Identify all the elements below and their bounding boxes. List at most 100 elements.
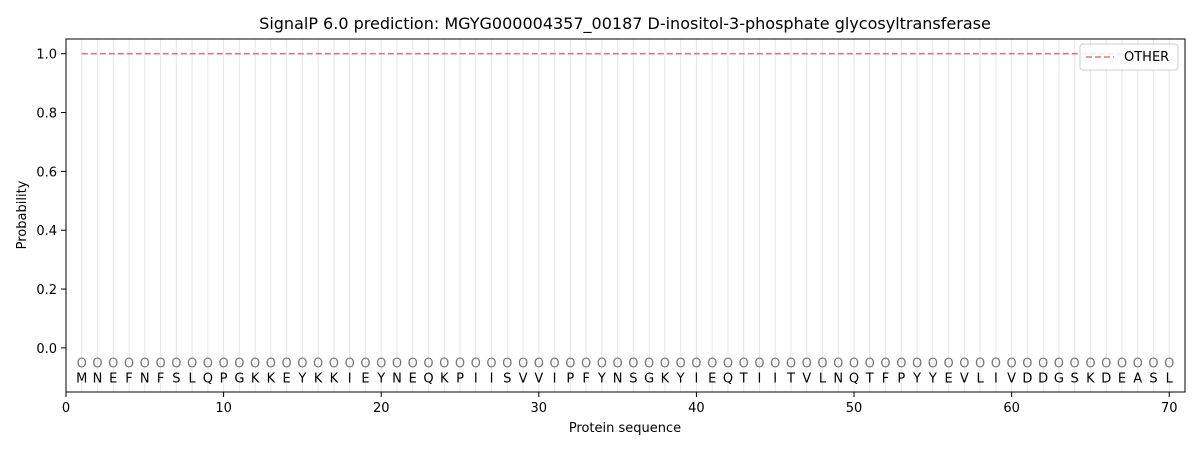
residue-label: E xyxy=(409,371,417,386)
residue-annotation: O xyxy=(297,357,307,372)
residue-label: K xyxy=(661,371,670,386)
residue-label: V xyxy=(534,371,543,386)
residue-annotation: O xyxy=(786,357,796,372)
residue-label: T xyxy=(865,371,874,386)
residue-label: P xyxy=(456,371,464,386)
residue-annotation: O xyxy=(802,357,812,372)
residue-annotation: O xyxy=(1054,357,1064,372)
residue-annotation: O xyxy=(1148,357,1158,372)
residue-annotation: O xyxy=(865,357,875,372)
y-tick-label: 0.8 xyxy=(36,107,57,122)
x-tick-label: 0 xyxy=(62,401,70,416)
residue-annotation: O xyxy=(203,357,213,372)
residue-annotation: O xyxy=(928,357,938,372)
residue-annotation: O xyxy=(266,357,276,372)
residue-label: Y xyxy=(928,371,937,386)
residue-label: D xyxy=(1101,371,1111,386)
residue-label: Q xyxy=(849,371,859,386)
residue-label: V xyxy=(960,371,969,386)
residue-annotation: O xyxy=(1007,357,1017,372)
residue-label: K xyxy=(267,371,276,386)
residue-annotation: O xyxy=(565,357,575,372)
residue-label: G xyxy=(234,371,244,386)
residue-annotation: O xyxy=(896,357,906,372)
residue-label: Y xyxy=(597,371,606,386)
residue-annotation: O xyxy=(959,357,969,372)
residue-annotation: O xyxy=(1022,357,1032,372)
residue-annotation: O xyxy=(833,357,843,372)
residue-label: N xyxy=(613,371,623,386)
residue-label: I xyxy=(773,371,777,386)
residue-annotation: O xyxy=(140,357,150,372)
residue-label: E xyxy=(708,371,716,386)
residue-label: G xyxy=(1054,371,1064,386)
residue-annotation: O xyxy=(313,357,323,372)
residue-label: S xyxy=(629,371,637,386)
residue-label: L xyxy=(188,371,196,386)
x-tick-label: 10 xyxy=(215,401,232,416)
residue-annotation: O xyxy=(660,357,670,372)
y-tick-label: 0.4 xyxy=(36,224,57,239)
residue-annotation: O xyxy=(739,357,749,372)
residue-annotation: O xyxy=(108,357,118,372)
residue-label: N xyxy=(833,371,843,386)
residue-label: E xyxy=(283,371,291,386)
residue-label: Q xyxy=(423,371,433,386)
y-axis: 0.0 0.2 0.4 0.6 0.8 1.0 xyxy=(36,48,66,357)
residue-annotation: O xyxy=(218,357,228,372)
residue-annotation: O xyxy=(1164,357,1174,372)
residue-label: E xyxy=(1118,371,1126,386)
residue-label: E xyxy=(944,371,952,386)
residue-annotation: O xyxy=(723,357,733,372)
residue-annotation: O xyxy=(124,357,134,372)
residue-label: Q xyxy=(723,371,733,386)
residue-label: T xyxy=(739,371,748,386)
residue-label: L xyxy=(1166,371,1174,386)
residue-label: N xyxy=(93,371,103,386)
residue-label: K xyxy=(1086,371,1095,386)
residue-annotation: O xyxy=(880,357,890,372)
residue-annotation: O xyxy=(502,357,512,372)
residue-annotation: O xyxy=(455,357,465,372)
residue-annotation: O xyxy=(471,357,481,372)
residue-label: K xyxy=(314,371,323,386)
residue-label: N xyxy=(392,371,402,386)
residue-label: P xyxy=(220,371,228,386)
residue-annotation: O xyxy=(392,357,402,372)
residue-annotation: O xyxy=(817,357,827,372)
residue-label: E xyxy=(361,371,369,386)
residue-label: K xyxy=(251,371,260,386)
residue-annotation: O xyxy=(770,357,780,372)
residue-label: Y xyxy=(676,371,685,386)
x-tick-label: 70 xyxy=(1161,401,1178,416)
residue-label: P xyxy=(566,371,574,386)
residue-label: I xyxy=(490,371,494,386)
residue-annotation: O xyxy=(676,357,686,372)
residue-label: Y xyxy=(376,371,385,386)
residue-label: I xyxy=(695,371,699,386)
residue-annotation: O xyxy=(912,357,922,372)
x-axis: 0 10 20 30 40 50 60 70 xyxy=(62,392,1178,416)
residue-label: I xyxy=(348,371,352,386)
residue-annotation: O xyxy=(613,357,623,372)
chart-title: SignalP 6.0 prediction: MGYG000004357_00… xyxy=(259,14,991,34)
residue-annotation: O xyxy=(691,357,701,372)
x-tick-label: 60 xyxy=(1003,401,1020,416)
residue-label: I xyxy=(553,371,557,386)
residue-annotation: O xyxy=(581,357,591,372)
residue-annotation: O xyxy=(1117,357,1127,372)
residue-label: N xyxy=(140,371,150,386)
y-tick-label: 0.0 xyxy=(36,342,57,357)
residue-label: S xyxy=(172,371,180,386)
residue-annotation: O xyxy=(549,357,559,372)
residue-annotation: O xyxy=(486,357,496,372)
residue-label: V xyxy=(1007,371,1016,386)
residue-annotation: O xyxy=(234,357,244,372)
residue-annotation: O xyxy=(439,357,449,372)
residue-annotation: O xyxy=(991,357,1001,372)
residue-label: F xyxy=(882,371,889,386)
residue-annotation: O xyxy=(943,357,953,372)
residue-annotation: O xyxy=(707,357,717,372)
